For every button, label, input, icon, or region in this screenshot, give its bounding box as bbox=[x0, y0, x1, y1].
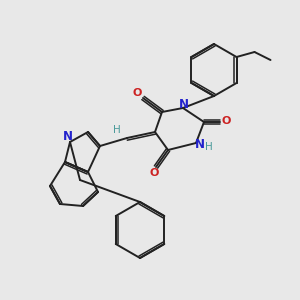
Text: N: N bbox=[179, 98, 189, 110]
Text: N: N bbox=[195, 137, 205, 151]
Text: N: N bbox=[63, 130, 73, 143]
Text: O: O bbox=[149, 168, 159, 178]
Text: H: H bbox=[113, 125, 121, 135]
Text: H: H bbox=[205, 142, 213, 152]
Text: O: O bbox=[132, 88, 142, 98]
Text: O: O bbox=[221, 116, 231, 126]
